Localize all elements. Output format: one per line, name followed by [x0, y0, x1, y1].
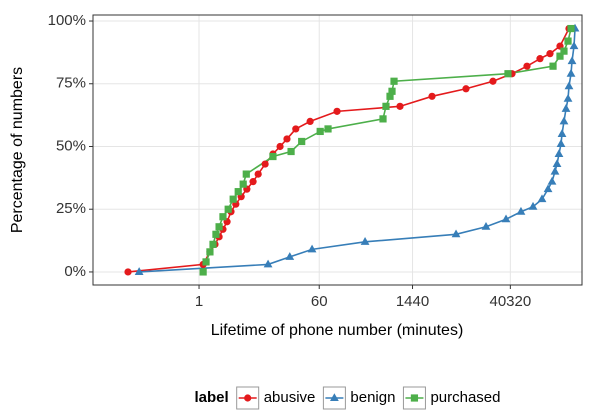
marker: [489, 77, 497, 85]
y-tick-label: 100%: [48, 12, 86, 29]
plot-panel: [93, 15, 582, 285]
marker: [382, 102, 390, 110]
marker: [549, 62, 557, 70]
marker: [546, 50, 554, 58]
marker: [212, 230, 220, 238]
marker: [504, 70, 512, 78]
marker: [316, 127, 324, 136]
marker: [298, 137, 306, 146]
marker: [501, 214, 511, 223]
marker: [124, 268, 132, 276]
marker: [333, 107, 341, 115]
marker: [379, 115, 387, 123]
marker: [560, 47, 568, 55]
marker: [199, 268, 207, 276]
y-axis-label: Percentage of numbers: [9, 67, 26, 233]
marker: [329, 393, 339, 401]
marker: [388, 87, 396, 95]
marker: [390, 77, 398, 85]
marker: [550, 166, 560, 175]
y-tick-label: 75%: [56, 75, 86, 92]
marker: [307, 244, 317, 253]
y-tick-label: 50%: [56, 137, 86, 154]
marker: [481, 221, 491, 230]
marker: [561, 104, 571, 112]
marker: [552, 159, 562, 168]
marker: [462, 85, 470, 93]
marker: [516, 206, 526, 215]
marker: [567, 24, 575, 33]
marker: [563, 94, 573, 102]
marker: [559, 116, 569, 125]
marker: [567, 56, 577, 65]
marker: [306, 117, 314, 125]
marker: [261, 160, 269, 168]
marker: [244, 394, 252, 402]
marker: [224, 205, 232, 213]
marker: [219, 213, 227, 221]
legend-label: abusive: [264, 389, 316, 406]
marker: [528, 201, 538, 210]
marker: [556, 52, 564, 60]
y-tick-label: 25%: [56, 200, 86, 217]
marker: [276, 142, 284, 151]
marker: [202, 258, 210, 266]
y-tick-label: 0%: [64, 263, 86, 280]
marker: [215, 223, 223, 231]
marker: [566, 68, 576, 77]
marker: [254, 170, 262, 178]
marker: [263, 259, 273, 268]
marker: [451, 229, 461, 238]
plot-border: [92, 14, 583, 286]
marker: [569, 41, 579, 50]
marker: [564, 81, 574, 90]
legend-label: purchased: [430, 389, 500, 406]
x-tick-label: 1: [195, 293, 203, 310]
marker: [134, 267, 144, 275]
series-line: [202, 28, 572, 273]
x-tick-label: 40320: [489, 293, 531, 310]
marker: [206, 248, 214, 256]
marker: [292, 125, 300, 133]
marker: [386, 92, 394, 100]
marker: [543, 184, 553, 193]
marker: [283, 135, 291, 143]
marker: [564, 37, 572, 45]
marker: [285, 252, 295, 260]
marker: [239, 180, 247, 188]
marker: [360, 237, 370, 245]
marker: [209, 240, 217, 248]
marker: [554, 149, 564, 158]
marker: [287, 147, 295, 156]
marker: [229, 195, 237, 203]
legend: label abusive benign purchased: [195, 386, 501, 410]
marker: [324, 125, 332, 133]
marker: [242, 170, 250, 178]
marker: [557, 129, 567, 137]
marker: [234, 188, 242, 196]
marker: [523, 62, 531, 70]
x-tick-label: 1440: [396, 293, 429, 310]
marker: [249, 178, 257, 186]
marker: [269, 152, 277, 161]
legend-label: benign: [350, 389, 395, 406]
x-tick-label: 60: [311, 293, 328, 310]
marker: [428, 92, 436, 100]
x-axis-label: Lifetime of phone number (minutes): [211, 322, 464, 339]
marker: [536, 55, 544, 63]
marker: [556, 139, 566, 147]
marker: [410, 394, 419, 402]
marker: [537, 194, 547, 203]
legend-title: label: [195, 389, 229, 406]
marker: [547, 176, 557, 185]
marker: [396, 102, 404, 110]
